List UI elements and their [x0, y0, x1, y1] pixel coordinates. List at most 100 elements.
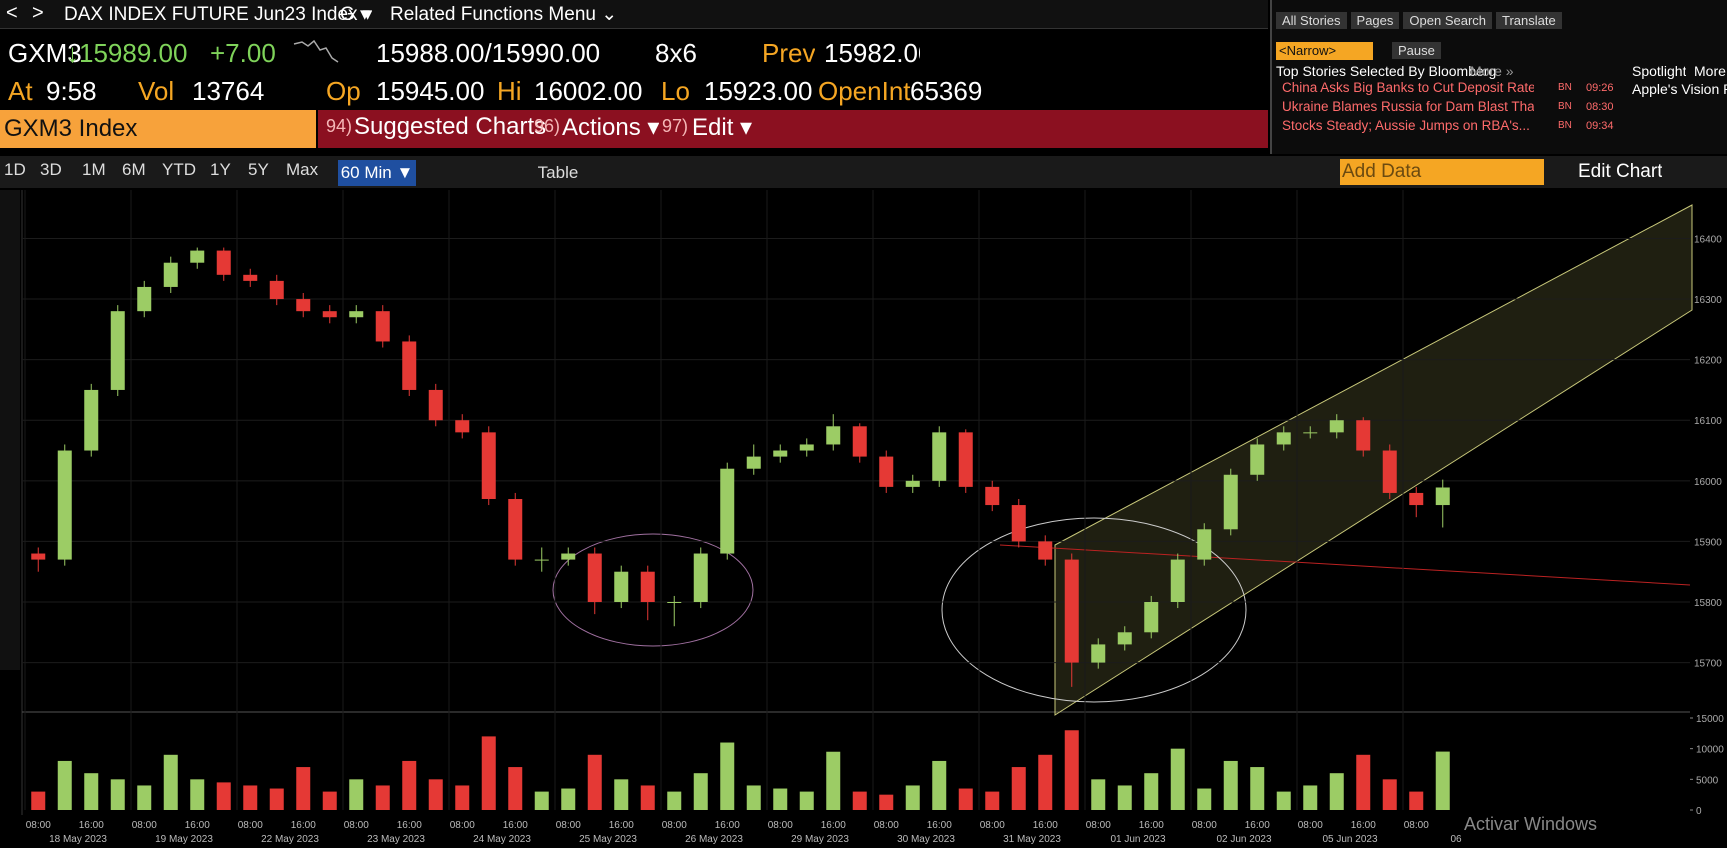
volume-bar	[296, 767, 311, 810]
range-button[interactable]: 1Y	[210, 160, 231, 179]
date-label: 05 Jun 2023	[1322, 834, 1377, 845]
range-button[interactable]: 1M	[82, 160, 106, 179]
news-tab[interactable]: All Stories	[1276, 12, 1347, 29]
headline[interactable]: China Asks Big Banks to Cut Deposit Rate…	[1282, 80, 1534, 95]
menu-bar	[318, 110, 1268, 148]
time: 08:30	[1586, 101, 1614, 113]
range-button[interactable]: 1D	[4, 160, 26, 179]
volume-bar	[1303, 785, 1318, 810]
edit-chart[interactable]: Edit Chart	[1578, 161, 1663, 182]
volume-bar	[1409, 791, 1424, 810]
volume-bar	[1038, 754, 1053, 810]
time-label: 08:00	[344, 820, 369, 831]
time: 9:58	[46, 76, 97, 106]
candle-body	[746, 456, 761, 469]
related-menu[interactable]: Related Functions Menu ⌄	[390, 4, 618, 25]
time-label: 08:00	[132, 820, 157, 831]
add-data[interactable]: Add Data	[1340, 159, 1544, 185]
spotlight-more[interactable]: More	[1694, 63, 1726, 79]
y-tick-label: 15700	[1694, 659, 1722, 670]
actions-menu[interactable]: Actions ▾	[562, 114, 660, 141]
range-button[interactable]: Max	[286, 160, 319, 179]
time-label: 16:00	[185, 820, 210, 831]
headline[interactable]: Ukraine Blames Russia for Dam Blast That…	[1282, 99, 1534, 114]
volume-bar	[163, 754, 178, 810]
v-tick-label: 5000	[1696, 775, 1719, 786]
volume-bar	[561, 788, 576, 810]
back[interactable]: <	[6, 2, 18, 24]
time-label: 16:00	[1139, 820, 1164, 831]
date-label: 06	[1450, 834, 1462, 845]
news-tab[interactable]: Translate	[1496, 12, 1562, 29]
source: BN	[1558, 120, 1572, 131]
volume-bar	[110, 779, 125, 810]
suggested-charts[interactable]: Suggested Charts	[354, 113, 547, 140]
time-label: 08:00	[26, 820, 51, 831]
candle-body	[1435, 487, 1450, 506]
candle-body	[428, 389, 443, 421]
menu-num: 94)	[326, 116, 353, 136]
time-label: 16:00	[927, 820, 952, 831]
volume-bar	[773, 788, 788, 810]
narrow-input[interactable]: <Narrow>	[1276, 42, 1373, 60]
headline[interactable]: Stocks Steady; Aussie Jumps on RBA's... …	[1282, 118, 1534, 133]
volume-bar	[402, 760, 417, 810]
volume-bar	[1144, 773, 1159, 810]
candle-body	[163, 262, 178, 287]
menu-num: 97)	[662, 116, 689, 136]
candle-body	[693, 553, 708, 602]
volume-bar	[932, 760, 947, 810]
table-button[interactable]: Table	[537, 163, 579, 182]
range-button[interactable]: YTD	[162, 160, 196, 179]
range-button[interactable]: 3D	[40, 160, 62, 179]
time-label: 08:00	[662, 820, 687, 831]
time-label: 08:00	[874, 820, 899, 831]
volume-bar	[1329, 773, 1344, 810]
vol: 13764	[192, 76, 265, 106]
candle-body	[826, 426, 841, 445]
candle-body	[84, 389, 99, 451]
spotlight-story[interactable]: Apple's Vision Pr	[1632, 81, 1727, 97]
range-button[interactable]: 6M	[122, 160, 146, 179]
volume-bar	[57, 760, 72, 810]
range-button[interactable]: 5Y	[248, 160, 269, 179]
news-tab[interactable]: Open Search	[1403, 12, 1493, 29]
source: BN	[1558, 82, 1572, 93]
candle-body	[534, 559, 549, 561]
time: 09:26	[1586, 82, 1614, 94]
pause[interactable]: Pause	[1392, 42, 1441, 59]
candle-body	[243, 274, 258, 281]
y-tick-label: 15800	[1694, 598, 1722, 609]
lo: 15923.00	[704, 76, 813, 106]
edit-menu[interactable]: Edit ▾	[692, 114, 753, 141]
date-label: 01 Jun 2023	[1110, 834, 1165, 845]
volume-bar	[322, 791, 337, 810]
news-more[interactable]: More »	[1470, 63, 1514, 79]
candle-body	[1011, 505, 1026, 542]
candle-body	[1117, 632, 1132, 645]
range-buttons: 1D 3D 1M 6M YTD 1Y 5Y Max	[0, 156, 420, 188]
forward[interactable]: >	[32, 2, 44, 24]
date-label: 18 May 2023	[49, 834, 107, 845]
candle-body	[216, 250, 231, 275]
volume-bar	[720, 742, 735, 810]
volume-bar	[31, 791, 46, 810]
g-menu[interactable]: G ▾	[340, 4, 370, 25]
news-tab[interactable]: Pages	[1350, 12, 1400, 29]
date-label: 29 May 2023	[791, 834, 849, 845]
time-label: 16:00	[821, 820, 846, 831]
volume-bar	[534, 791, 549, 810]
menu-num: 96)	[534, 116, 561, 136]
security-menu[interactable]: DAX INDEX FUTURE Jun23 Index ▾	[64, 4, 373, 25]
date-label: 26 May 2023	[685, 834, 743, 845]
interval[interactable]: 60 Min ▼	[338, 160, 416, 186]
vol-label: Vol	[138, 76, 175, 106]
volume-bar	[667, 791, 682, 810]
candle-body	[667, 602, 682, 603]
volume-bar	[799, 791, 814, 810]
volume-bar	[1170, 748, 1185, 810]
volume-bar	[269, 788, 284, 810]
candle-body	[985, 486, 1000, 506]
volume-bar	[84, 773, 99, 810]
